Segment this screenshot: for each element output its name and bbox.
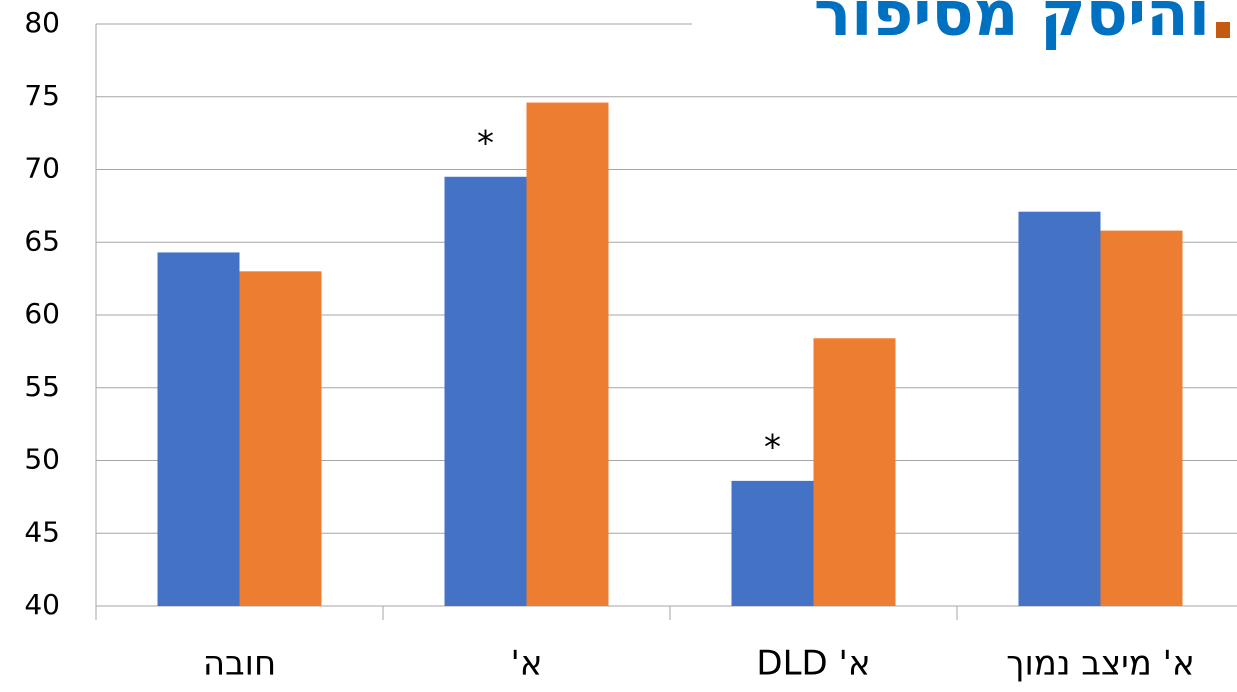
x-tick-label: חובה	[203, 644, 276, 684]
x-tick-label: א' DLD	[756, 644, 870, 684]
bar	[1018, 211, 1101, 606]
bar	[731, 480, 814, 606]
y-tick-label: 60	[24, 297, 60, 330]
annotation: *	[764, 427, 781, 467]
y-tick-label: 70	[24, 152, 60, 185]
title-background	[692, 0, 1237, 40]
y-tick-label: 75	[24, 79, 60, 112]
y-tick-label: 80	[24, 6, 60, 39]
bar	[239, 271, 322, 606]
bar	[1100, 230, 1183, 607]
x-tick-label: א'	[510, 644, 542, 684]
plot-area: 40 45 50 55 60 65 70 75 80 חובה א' א' DLD א' מיצב נמ…	[24, 6, 1237, 684]
annotation: *	[477, 123, 494, 163]
bar	[526, 102, 609, 606]
y-tick-label: 40	[24, 588, 60, 621]
bar	[813, 338, 896, 606]
chart-title: והיסק מסיפור	[814, 0, 1210, 50]
y-tick-label: 50	[24, 443, 60, 476]
x-tick-label: א' מיצב נמוך	[1006, 644, 1194, 684]
y-tick-label: 65	[24, 224, 60, 257]
y-tick-label: 45	[24, 515, 60, 548]
bar	[444, 176, 527, 606]
title-decoration	[1216, 22, 1230, 38]
bar	[157, 252, 240, 606]
y-tick-label: 55	[24, 370, 60, 403]
